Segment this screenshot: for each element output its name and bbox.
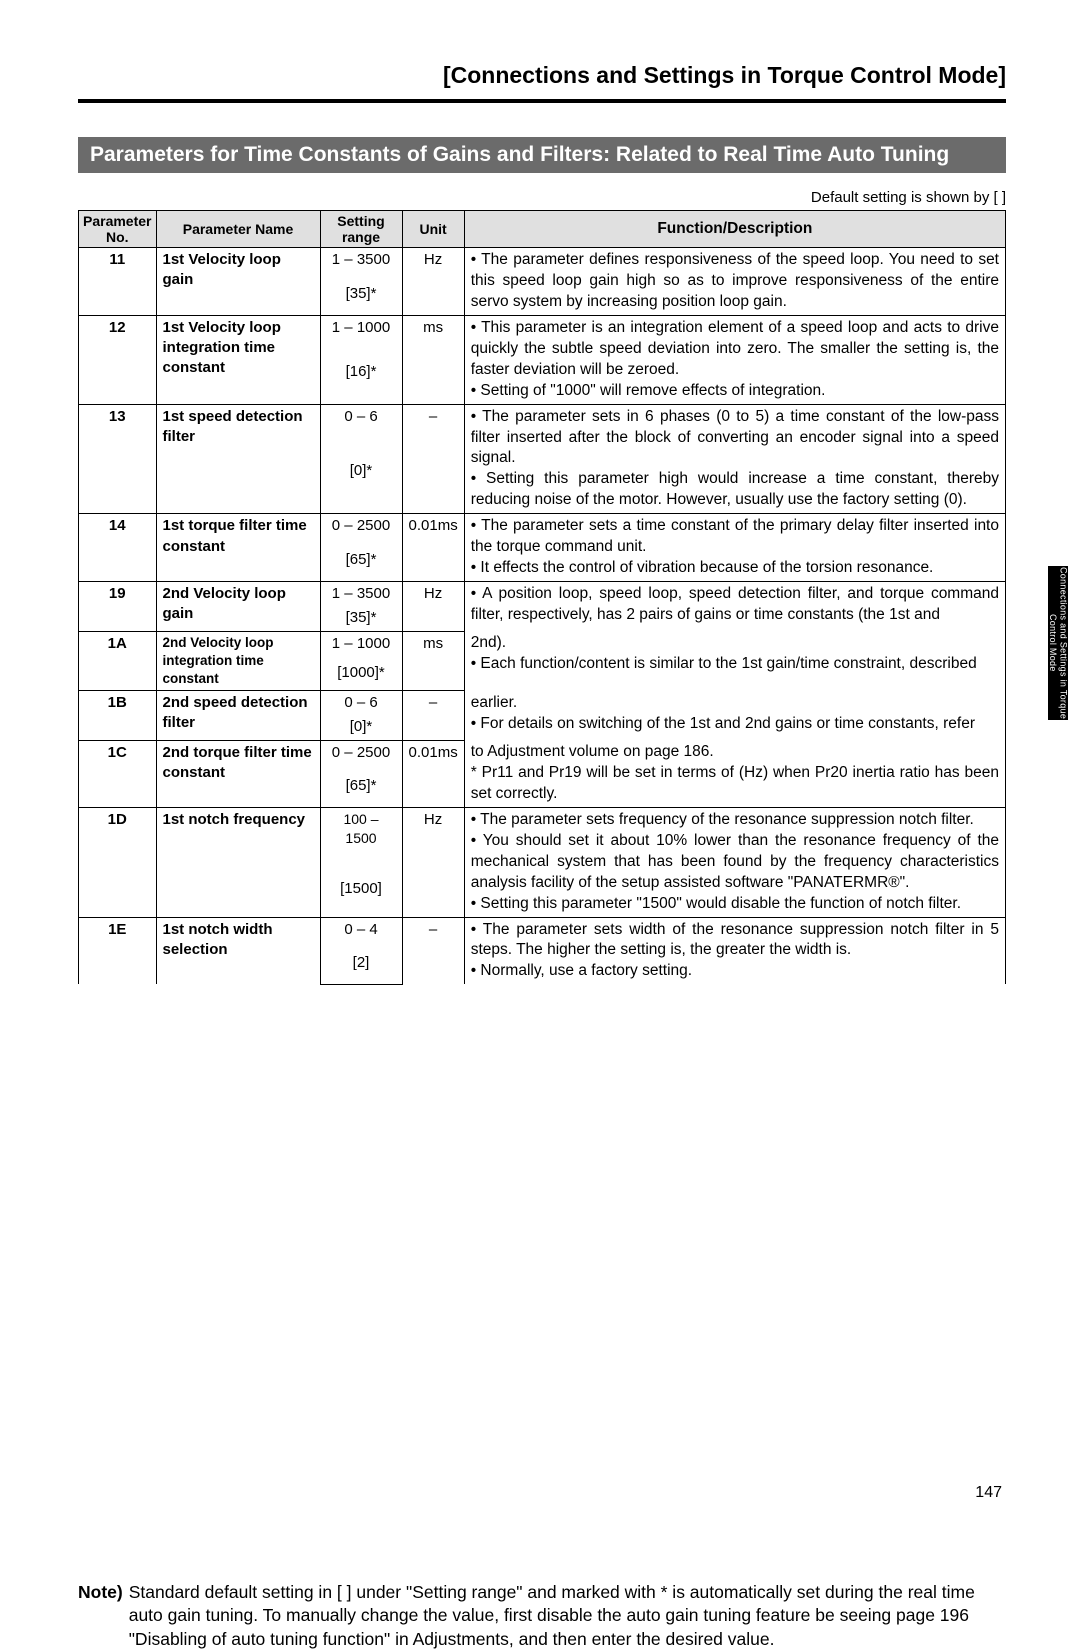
- table-row: 1D 1st notch frequency 100 – 1500 Hz • T…: [79, 807, 1006, 876]
- cell-desc: • The parameter sets width of the resona…: [464, 917, 1005, 984]
- cell-unit: Hz: [402, 248, 464, 316]
- note-text: Standard default setting in [ ] under "S…: [123, 1581, 1006, 1652]
- cell-name: 1st speed detection filter: [156, 404, 320, 514]
- cell-no: 12: [79, 315, 157, 404]
- cell-range: 0 – 2500: [320, 740, 402, 774]
- header-divider: [78, 99, 1006, 103]
- cell-desc: 2nd).• Each function/content is similar …: [464, 631, 1005, 691]
- cell-no: 14: [79, 514, 157, 582]
- cell-range: 0 – 6: [320, 404, 402, 459]
- col-range: Setting range: [320, 211, 402, 248]
- cell-unit: ms: [402, 315, 464, 404]
- cell-no: 1D: [79, 807, 157, 917]
- cell-range: 1 – 3500: [320, 248, 402, 282]
- cell-range-default: [1500]: [320, 877, 402, 917]
- side-tab: Connections and Settings in Torque Contr…: [1048, 566, 1068, 720]
- cell-range-default: [0]*: [320, 715, 402, 740]
- col-name: Parameter Name: [156, 211, 320, 248]
- cell-unit: –: [402, 404, 464, 514]
- cell-name: 2nd Velocity loop gain: [156, 582, 320, 632]
- cell-unit: Hz: [402, 807, 464, 917]
- table-row: 1C 2nd torque filter time constant 0 – 2…: [79, 740, 1006, 774]
- note-block: Note) Standard default setting in [ ] un…: [78, 1581, 1006, 1652]
- col-no: Parameter No.: [79, 211, 157, 248]
- table-row: 12 1st Velocity loop integration time co…: [79, 315, 1006, 359]
- cell-desc: • This parameter is an integration eleme…: [464, 315, 1005, 404]
- cell-name: 1st notch width selection: [156, 917, 320, 984]
- cell-name: 2nd speed detection filter: [156, 691, 320, 741]
- cell-desc: • The parameter defines responsiveness o…: [464, 248, 1005, 316]
- cell-no: 13: [79, 404, 157, 514]
- cell-name: 2nd torque filter time constant: [156, 740, 320, 807]
- cell-no: 19: [79, 582, 157, 632]
- cell-name: 1st torque filter time constant: [156, 514, 320, 582]
- cell-name: 2nd Velocity loop integration time const…: [156, 631, 320, 691]
- cell-no: 1C: [79, 740, 157, 807]
- cell-range-default: [16]*: [320, 360, 402, 404]
- cell-range: 0 – 4: [320, 917, 402, 951]
- cell-range: 0 – 6: [320, 691, 402, 716]
- cell-range: 100 – 1500: [320, 807, 402, 876]
- cell-range-default: [1000]*: [320, 661, 402, 691]
- cell-range-default: [35]*: [320, 606, 402, 631]
- cell-range: 0 – 2500: [320, 514, 402, 548]
- default-note: Default setting is shown by [ ]: [78, 189, 1006, 206]
- cell-unit: –: [402, 691, 464, 741]
- cell-desc: • The parameter sets a time constant of …: [464, 514, 1005, 582]
- note-label: Note): [78, 1581, 123, 1652]
- cell-no: 1B: [79, 691, 157, 741]
- cell-range-default: [2]: [320, 951, 402, 985]
- cell-name: 1st notch frequency: [156, 807, 320, 917]
- section-title: Parameters for Time Constants of Gains a…: [78, 137, 1006, 173]
- cell-desc: • The parameter sets frequency of the re…: [464, 807, 1005, 917]
- cell-range-default: [0]*: [320, 459, 402, 514]
- cell-range-default: [65]*: [320, 774, 402, 808]
- cell-name: 1st Velocity loop gain: [156, 248, 320, 316]
- table-row: 13 1st speed detection filter 0 – 6 – • …: [79, 404, 1006, 459]
- cell-unit: ms: [402, 631, 464, 691]
- cell-desc: • A position loop, speed loop, speed det…: [464, 582, 1005, 632]
- cell-range-default: [65]*: [320, 548, 402, 582]
- cell-unit: 0.01ms: [402, 740, 464, 807]
- col-desc: Function/Description: [464, 211, 1005, 248]
- cell-no: 1A: [79, 631, 157, 691]
- col-unit: Unit: [402, 211, 464, 248]
- table-row: 19 2nd Velocity loop gain 1 – 3500 Hz • …: [79, 582, 1006, 607]
- cell-no: 11: [79, 248, 157, 316]
- cell-unit: Hz: [402, 582, 464, 632]
- table-row: 1B 2nd speed detection filter 0 – 6 – ea…: [79, 691, 1006, 716]
- table-row: 14 1st torque filter time constant 0 – 2…: [79, 514, 1006, 548]
- cell-unit: –: [402, 917, 464, 984]
- cell-desc: earlier.• For details on switching of th…: [464, 691, 1005, 741]
- table-row: 1A 2nd Velocity loop integration time co…: [79, 631, 1006, 661]
- page-header: [Connections and Settings in Torque Cont…: [78, 62, 1006, 93]
- cell-unit: 0.01ms: [402, 514, 464, 582]
- parameters-table: Parameter No. Parameter Name Setting ran…: [78, 210, 1006, 985]
- cell-no: 1E: [79, 917, 157, 984]
- table-row: 11 1st Velocity loop gain 1 – 3500 Hz • …: [79, 248, 1006, 282]
- cell-desc: • The parameter sets in 6 phases (0 to 5…: [464, 404, 1005, 514]
- cell-range: 1 – 1000: [320, 631, 402, 661]
- cell-name: 1st Velocity loop integration time const…: [156, 315, 320, 404]
- table-row: 1E 1st notch width selection 0 – 4 – • T…: [79, 917, 1006, 951]
- cell-range: 1 – 1000: [320, 315, 402, 359]
- table-header-row: Parameter No. Parameter Name Setting ran…: [79, 211, 1006, 248]
- page-number: 147: [975, 1484, 1002, 1502]
- cell-range-default: [35]*: [320, 282, 402, 316]
- cell-range: 1 – 3500: [320, 582, 402, 607]
- cell-desc: to Adjustment volume on page 186.* Pr11 …: [464, 740, 1005, 807]
